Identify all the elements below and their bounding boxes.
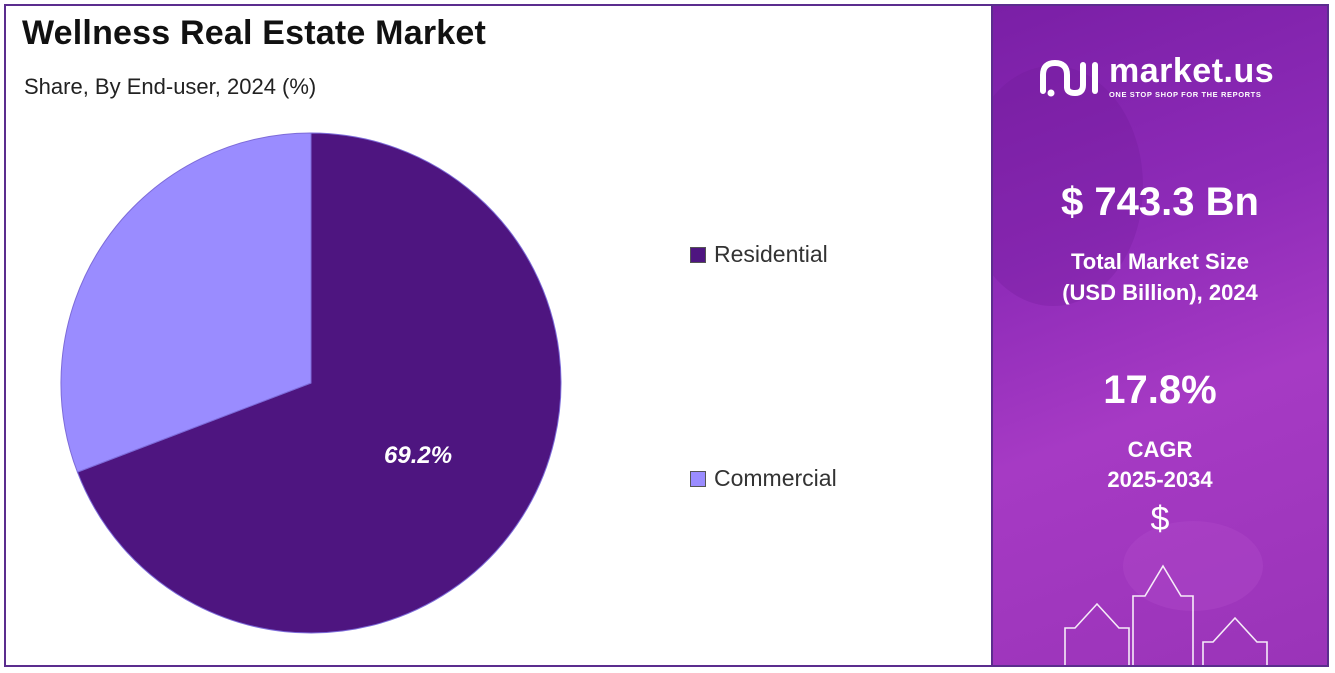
- cagr-value: 17.8%: [1103, 368, 1217, 412]
- legend-item-commercial: Commercial: [690, 465, 837, 492]
- legend-swatch-residential: [690, 246, 706, 263]
- cagr-label-line2: 2025-2034: [1107, 467, 1213, 492]
- legend-label-commercial: Commercial: [714, 465, 837, 491]
- brand-tagline: ONE STOP SHOP FOR THE REPORTS: [1109, 90, 1262, 99]
- pie-chart: 69.2%: [60, 132, 562, 634]
- pie-slice-commercial: [60, 132, 312, 473]
- chart-subtitle: Share, By End-user, 2024 (%): [24, 74, 317, 99]
- dollar-icon: $: [1150, 500, 1170, 538]
- pie-slice-residential: [76, 132, 562, 634]
- cagr-label-line1: CAGR: [1127, 437, 1193, 462]
- market-us-logo: market.us ONE STOP SHOP FOR THE REPORTS: [1037, 54, 1274, 99]
- summary-panel: market.us ONE STOP SHOP FOR THE REPORTS …: [991, 4, 1329, 667]
- market-size-label-line1: Total Market Size: [1070, 249, 1250, 274]
- brand-name: market.us: [1109, 52, 1275, 90]
- market-us-logo-icon: [1040, 59, 1098, 96]
- market-size-label-line2: (USD Billion), 2024: [1062, 280, 1258, 305]
- legend-swatch-commercial: [690, 470, 706, 487]
- legend-label-residential: Residential: [714, 241, 828, 267]
- legend-item-residential: Residential: [690, 241, 828, 268]
- data-label-residential: 69.2%: [384, 442, 452, 469]
- market-size-value: $ 743.3 Bn: [1061, 180, 1259, 224]
- chart-title: Wellness Real Estate Market: [22, 14, 486, 52]
- growth-arrows-icon: [993, 66, 1268, 665]
